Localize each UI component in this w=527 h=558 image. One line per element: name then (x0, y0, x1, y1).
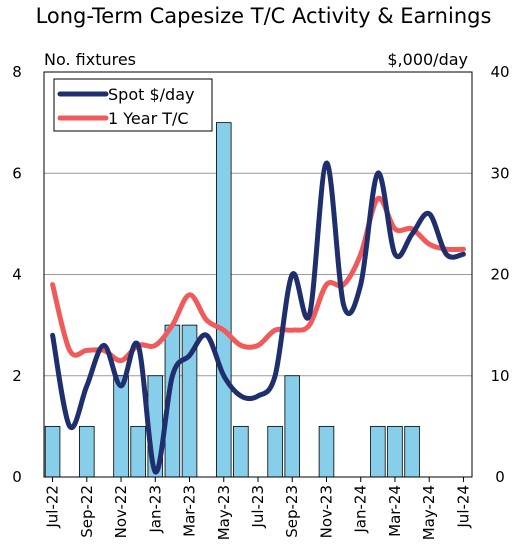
bar-fixtures (233, 425, 249, 478)
x-tick-label: May-24 (420, 485, 438, 540)
line-1yr-tc (50, 195, 466, 364)
legend-label-spot: Spot $/day (108, 85, 194, 104)
right-tick-label: 0 (495, 468, 505, 486)
left-tick-label: 2 (12, 367, 22, 385)
chart-title: Long-Term Capesize T/C Activity & Earnin… (35, 4, 492, 28)
right-tick-label: 20 (490, 266, 509, 284)
bar-fixtures (130, 425, 146, 478)
legend: Spot $/day 1 Year T/C (53, 78, 213, 132)
bar-fixtures (215, 122, 232, 478)
right-axis-label: $,000/day (387, 50, 468, 69)
bar-fixtures (113, 375, 129, 478)
x-tick-label: May-23 (215, 485, 233, 540)
x-tick-label: Mar-23 (181, 485, 199, 537)
bar-fixtures (284, 375, 301, 478)
x-tick-label: Mar-24 (386, 485, 404, 537)
bar-fixtures (318, 425, 335, 478)
right-tick-label: 30 (490, 164, 509, 182)
right-tick-label: 40 (490, 63, 509, 81)
x-tick-label: Sep-22 (78, 485, 96, 538)
x-tick-label: Jan-24 (352, 485, 370, 534)
legend-box (53, 78, 213, 132)
x-tick-label: Nov-23 (317, 485, 335, 538)
left-tick-label: 6 (12, 164, 22, 182)
x-tick-label: Nov-22 (112, 485, 130, 538)
bar-fixtures (44, 425, 61, 478)
x-tick-label: Sep-23 (283, 485, 301, 538)
bar-fixtures (79, 425, 95, 478)
bar-fixtures (370, 425, 386, 478)
left-tick-label: 0 (12, 468, 22, 486)
bar-fixtures (387, 425, 403, 478)
right-tick-label: 10 (490, 367, 509, 385)
left-tick-label: 4 (12, 266, 22, 284)
x-tick-label: Jan-23 (146, 485, 164, 534)
x-tick-label: Jul-24 (454, 485, 472, 529)
line-spot (50, 160, 466, 475)
legend-label-1yr-tc: 1 Year T/C (108, 109, 189, 128)
bar-fixtures (404, 425, 420, 478)
x-tick-label: Jul-22 (44, 485, 62, 529)
left-tick-label: 8 (12, 63, 22, 81)
left-axis-label: No. fixtures (44, 50, 136, 69)
bar-fixtures (267, 425, 283, 478)
x-tick-label: Jul-23 (249, 485, 267, 529)
